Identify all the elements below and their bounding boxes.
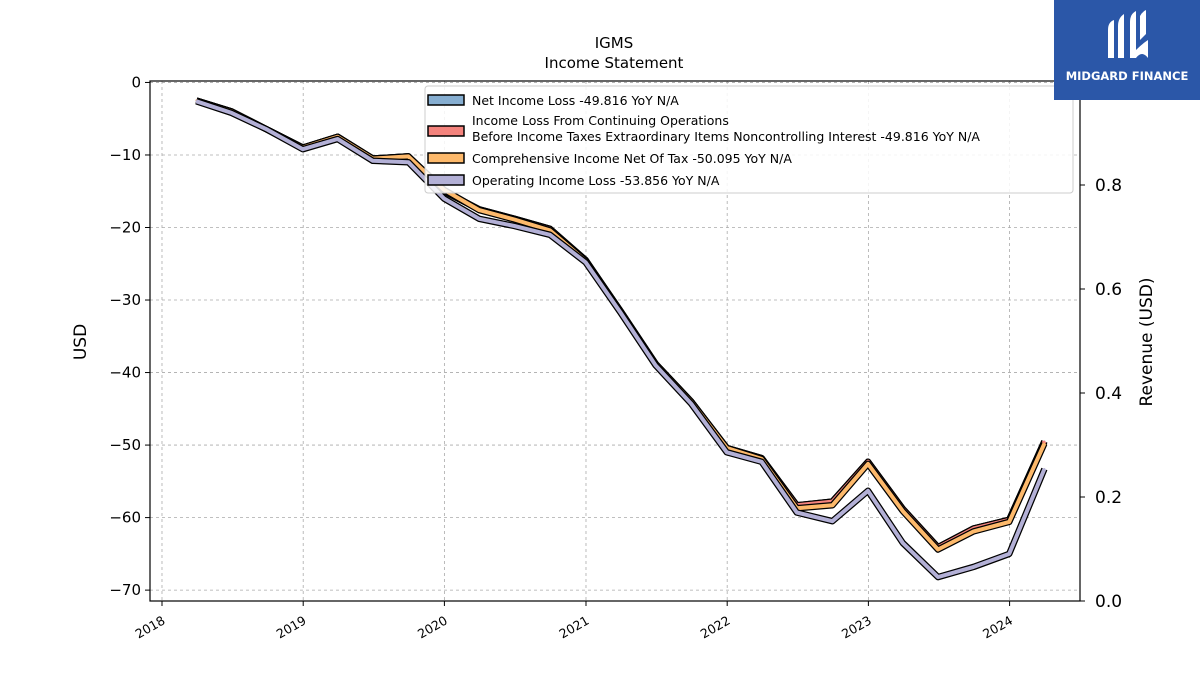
data-point xyxy=(972,565,975,568)
plot-frame xyxy=(149,80,1081,602)
y2-axis-ticks: 0.0 0.2 0.4 0.6 0.8 xyxy=(1080,176,1122,612)
y-axis-label: USD xyxy=(71,324,91,360)
legend-swatch-comprehensive-income xyxy=(427,152,465,164)
data-point xyxy=(901,510,904,513)
data-point xyxy=(654,364,657,367)
data-point xyxy=(266,128,269,131)
data-point xyxy=(1008,552,1011,555)
x-tick-label: 2018 xyxy=(132,613,167,642)
data-point xyxy=(937,548,940,551)
y2-tick-label: 0.8 xyxy=(1095,176,1122,196)
data-point xyxy=(336,138,339,141)
data-point xyxy=(195,100,198,103)
brand-logo-text: MIDGARD FINANCE xyxy=(1065,69,1189,83)
data-point xyxy=(1008,520,1011,523)
y-tick-label: 0 xyxy=(131,73,141,91)
y-tick-label: −70 xyxy=(109,581,141,599)
data-point xyxy=(549,233,552,236)
x-tick-label: 2024 xyxy=(980,613,1015,642)
data-point xyxy=(972,530,975,533)
data-point xyxy=(901,541,904,544)
y2-tick-label: 0.4 xyxy=(1095,384,1122,404)
y-tick-label: −30 xyxy=(109,291,141,309)
data-point xyxy=(1043,468,1046,471)
data-point xyxy=(301,148,304,151)
data-point xyxy=(867,462,870,465)
data-point xyxy=(1043,442,1046,445)
data-point xyxy=(725,451,728,454)
y2-tick-label: 0.2 xyxy=(1095,488,1122,508)
data-point xyxy=(1043,440,1046,443)
x-axis-ticks: 2018 2019 2020 2021 2022 2023 2024 xyxy=(132,601,1015,642)
data-point xyxy=(831,504,834,507)
data-point xyxy=(513,218,516,221)
y-tick-label: −40 xyxy=(109,364,141,382)
legend-label-net-income: Net Income Loss -49.816 YoY N/A xyxy=(472,93,679,108)
x-tick-label: 2023 xyxy=(839,613,874,642)
data-point xyxy=(937,576,940,579)
data-point xyxy=(831,520,834,523)
data-point xyxy=(867,489,870,492)
brand-logo: MIDGARD FINANCE xyxy=(1054,0,1200,100)
legend-swatch-operating-income xyxy=(427,174,465,186)
y2-tick-label: 0.6 xyxy=(1095,280,1122,300)
data-point xyxy=(690,402,693,405)
chart-title: IGMS xyxy=(595,34,634,52)
data-point xyxy=(371,159,374,162)
series-lines xyxy=(195,97,1048,581)
y2-tick-label: 0.0 xyxy=(1095,592,1122,612)
legend: Net Income Loss -49.816 YoY N/A Income L… xyxy=(424,85,1074,194)
chart-subtitle: Income Statement xyxy=(545,54,684,72)
data-point xyxy=(443,197,446,200)
series-3 xyxy=(195,98,1048,581)
data-point xyxy=(478,209,481,212)
legend-swatch-net-income xyxy=(427,94,465,106)
x-tick-label: 2020 xyxy=(415,613,450,642)
x-tick-label: 2021 xyxy=(556,613,591,642)
midgard-logo-icon xyxy=(1108,10,1148,58)
data-point xyxy=(584,261,587,264)
x-tick-label: 2022 xyxy=(698,613,733,642)
legend-label-continuing-ops: Income Loss From Continuing Operations B… xyxy=(472,113,980,144)
data-point xyxy=(549,229,552,232)
y-tick-label: −10 xyxy=(109,146,141,164)
y2-axis-label: Revenue (USD) xyxy=(1137,277,1157,406)
legend-box xyxy=(424,85,1074,194)
legend-label-comprehensive-income: Comprehensive Income Net Of Tax -50.095 … xyxy=(472,151,792,166)
legend-swatch-continuing-ops xyxy=(427,125,465,137)
y-tick-label: −50 xyxy=(109,436,141,454)
data-point xyxy=(795,511,798,514)
x-tick-label: 2019 xyxy=(274,613,309,642)
data-point xyxy=(760,460,763,463)
legend-label-operating-income: Operating Income Loss -53.856 YoY N/A xyxy=(472,173,720,188)
y-tick-label: −60 xyxy=(109,509,141,527)
data-point xyxy=(619,311,622,314)
y-axis-ticks: 0 −10 −20 −30 −40 −50 −60 −70 xyxy=(109,73,150,599)
data-point xyxy=(407,161,410,164)
data-point xyxy=(513,225,516,228)
data-point xyxy=(230,111,233,114)
data-point xyxy=(407,155,410,158)
data-point xyxy=(478,217,481,220)
y-tick-label: −20 xyxy=(109,218,141,236)
